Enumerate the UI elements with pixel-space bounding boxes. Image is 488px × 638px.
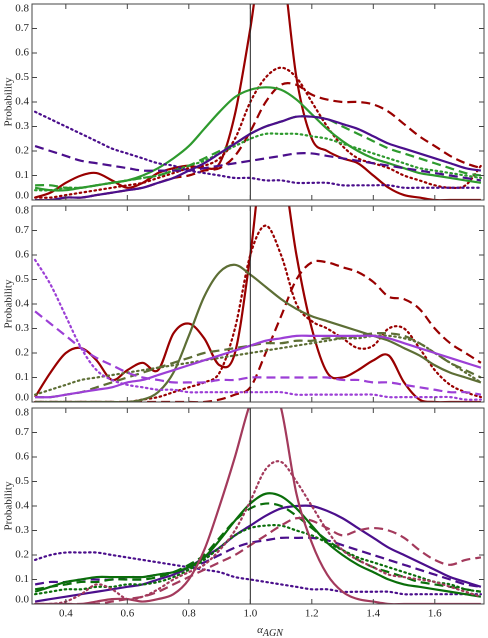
series-line (34, 206, 481, 402)
series-line (33, 110, 483, 190)
y-tick-label: 0.2 (15, 549, 29, 561)
y-tick-label: 0.6 (15, 451, 29, 463)
series-line (35, 82, 482, 200)
plot-area (33, 4, 483, 200)
y-tick-label: 0.3 (15, 322, 29, 334)
series-line (35, 115, 482, 200)
y-tick-label: 0.5 (15, 475, 29, 487)
y-tick-label: 0.5 (15, 71, 29, 83)
y-tick-label: 0.8 (15, 205, 29, 217)
y-tick-label: 0.1 (15, 169, 29, 181)
x-tick-label: 1.2 (305, 608, 319, 620)
x-axis-label-main: α (257, 624, 263, 636)
x-axis-label: αAGN (257, 624, 284, 638)
x-tick-label: 0.8 (182, 608, 196, 620)
x-tick-label: 0.6 (120, 608, 134, 620)
y-tick-label: 0.8 (15, 3, 29, 15)
series-line (33, 334, 483, 396)
series-line (35, 259, 482, 402)
series-line (33, 551, 483, 596)
series-line (33, 132, 483, 192)
y-tick-label: 0.7 (15, 22, 29, 34)
series-line (33, 224, 483, 402)
series-line (35, 408, 481, 604)
y-tick-label: 0.2 (15, 347, 29, 359)
y-tick-label: 0.4 (15, 96, 29, 108)
y-tick-label: 0.4 (15, 500, 29, 512)
y-axis-label: Probability (3, 77, 15, 126)
x-tick-label: 0.4 (59, 608, 73, 620)
series-line (34, 502, 482, 593)
y-tick-label: 0.1 (15, 573, 29, 585)
y-tick-label: 0.1 (15, 371, 29, 383)
series-line (33, 524, 483, 596)
y-tick-label: 0.0 (15, 594, 29, 606)
y-tick-label: 0.2 (15, 145, 29, 157)
series-line (35, 516, 482, 604)
series-line (35, 263, 482, 402)
frame (31, 407, 485, 605)
y-tick-label: 0.0 (15, 392, 29, 404)
y-axis-label: Probability (3, 481, 15, 530)
series-line (34, 310, 482, 396)
y-axis-label: Probability (3, 279, 15, 328)
y-tick-label: 0.7 (15, 426, 29, 438)
plot-area (33, 206, 483, 402)
y-tick-label: 0.7 (15, 224, 29, 236)
series-line (34, 492, 482, 598)
x-axis-label-subscript: AGN (262, 628, 284, 638)
series-line (35, 331, 482, 399)
series-line (34, 4, 481, 200)
x-tick-label: 1.0 (243, 608, 257, 620)
y-tick-label: 0.0 (15, 190, 29, 202)
y-tick-label: 0.4 (15, 298, 29, 310)
series-line (34, 145, 482, 182)
x-tick-label: 1.4 (366, 608, 380, 620)
series-line (35, 334, 482, 399)
series-line (33, 460, 483, 604)
y-tick-label: 0.3 (15, 120, 29, 132)
y-tick-label: 0.6 (15, 249, 29, 261)
series-line (33, 258, 483, 401)
y-tick-label: 0.6 (15, 47, 29, 59)
x-tick-label: 1.6 (428, 608, 442, 620)
y-tick-label: 0.3 (15, 524, 29, 536)
plot-area (33, 408, 483, 604)
y-tick-label: 0.5 (15, 273, 29, 285)
y-tick-label: 0.8 (15, 407, 29, 419)
